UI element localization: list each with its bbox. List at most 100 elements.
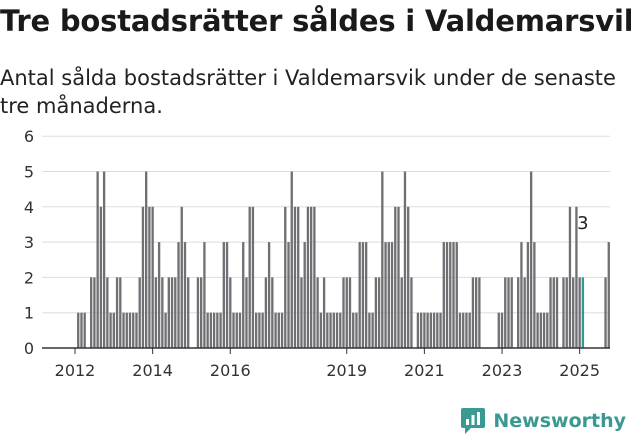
y-tick-label: 1 — [24, 304, 34, 323]
bar — [151, 206, 154, 348]
bar — [238, 312, 242, 348]
bar — [348, 277, 352, 348]
bar — [474, 277, 478, 348]
bar — [358, 242, 361, 348]
bar — [400, 277, 403, 348]
bar — [229, 277, 232, 348]
bar — [436, 312, 439, 348]
bar — [274, 312, 277, 348]
bar — [258, 312, 261, 348]
bar — [445, 242, 449, 348]
bar — [264, 277, 268, 348]
highlight-data-label: 3 — [577, 213, 588, 234]
bar — [442, 242, 445, 348]
x-tick-label: 2016 — [210, 361, 251, 380]
bar — [529, 171, 533, 348]
bar — [607, 242, 610, 348]
bar — [203, 242, 206, 348]
bar — [539, 312, 543, 348]
bar — [287, 242, 290, 348]
bar — [290, 171, 293, 348]
bar — [200, 277, 203, 348]
y-tick-label: 2 — [24, 268, 34, 287]
bar — [164, 312, 167, 348]
bar — [432, 312, 436, 348]
bar — [507, 277, 510, 348]
bar — [115, 277, 119, 348]
bar — [170, 277, 174, 348]
bar — [429, 312, 433, 348]
bar — [219, 312, 222, 348]
bar — [478, 277, 481, 348]
bar — [93, 277, 96, 348]
bar — [542, 312, 546, 348]
bar — [565, 277, 568, 348]
bar — [394, 206, 397, 348]
bar — [313, 206, 316, 348]
bar — [306, 206, 310, 348]
bar — [326, 312, 329, 348]
x-tick-label: 2012 — [55, 361, 96, 380]
bar — [390, 242, 394, 348]
bar — [206, 312, 209, 348]
bar — [578, 277, 581, 348]
bar — [138, 277, 141, 348]
bar — [339, 312, 342, 348]
bar — [148, 206, 151, 348]
bar — [309, 206, 313, 348]
bar — [83, 312, 86, 348]
bar — [284, 206, 287, 348]
bar — [180, 206, 183, 348]
bar — [465, 312, 468, 348]
bar — [332, 312, 335, 348]
bar — [364, 242, 368, 348]
bar — [329, 312, 332, 348]
bar — [303, 242, 306, 348]
bar — [267, 242, 271, 348]
bar — [125, 312, 128, 348]
bar — [361, 242, 365, 348]
bar — [403, 171, 407, 348]
bar — [384, 242, 387, 348]
bar — [245, 277, 248, 348]
bar — [520, 242, 523, 348]
bar — [99, 206, 103, 348]
bar — [345, 277, 348, 348]
bar — [297, 206, 300, 348]
bar-chart: 0 1 2 3 4 5 6 3 2012 2014 2016 2019 2021 2023 2025 — [24, 127, 610, 380]
bar — [251, 206, 255, 348]
bar — [225, 242, 229, 348]
bar — [468, 312, 471, 348]
bar — [449, 242, 452, 348]
bar — [300, 277, 303, 348]
bar — [416, 312, 420, 348]
bar — [575, 206, 578, 348]
y-tick-label: 4 — [24, 198, 34, 217]
bar — [235, 312, 238, 348]
bar — [316, 277, 319, 348]
bar — [216, 312, 219, 348]
bar — [517, 277, 520, 348]
bar — [335, 312, 339, 348]
bar — [552, 277, 555, 348]
bar — [122, 312, 125, 348]
bar — [112, 312, 115, 348]
bar — [555, 277, 559, 348]
bar — [232, 312, 235, 348]
page-subtitle: Antal sålda bostadsrätter i Valdemarsvik… — [0, 66, 616, 118]
bar — [183, 242, 187, 348]
bar — [174, 277, 177, 348]
bar — [248, 206, 251, 348]
bar — [568, 206, 572, 348]
highlight-bar — [581, 277, 585, 348]
bar — [135, 312, 138, 348]
bar — [209, 312, 213, 348]
bar — [439, 312, 442, 348]
bar — [77, 312, 80, 348]
bar — [533, 242, 536, 348]
bar — [397, 206, 400, 348]
bar — [523, 277, 526, 348]
bar — [167, 277, 170, 348]
bar — [187, 277, 190, 348]
bar — [342, 277, 345, 348]
